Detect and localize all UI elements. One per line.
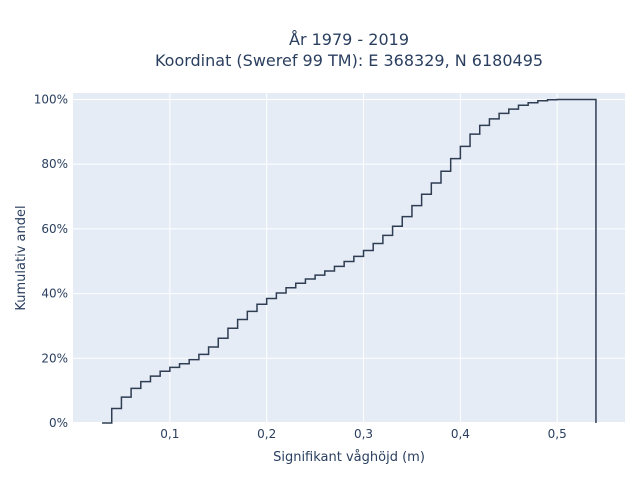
series-line bbox=[102, 98, 597, 424]
y-tick-label: 100% bbox=[34, 92, 68, 106]
plot-background bbox=[73, 93, 625, 423]
x-axis-ticks: 0,1 0,2 0,3 0,4 0,5 bbox=[160, 427, 566, 441]
x-tick-label: 0,2 bbox=[257, 427, 276, 441]
x-tick-label: 0,5 bbox=[548, 427, 567, 441]
x-tick-label: 0,4 bbox=[451, 427, 470, 441]
chart-title-line1: År 1979 - 2019 bbox=[289, 30, 409, 49]
y-tick-label: 40% bbox=[41, 287, 68, 301]
y-tick-label: 80% bbox=[41, 157, 68, 171]
chart-title-line2: Koordinat (Sweref 99 TM): E 368329, N 61… bbox=[155, 51, 543, 70]
grid bbox=[73, 93, 625, 424]
y-axis-ticks: 0% 20% 40% 60% 80% 100% bbox=[34, 92, 68, 430]
y-tick-label: 0% bbox=[49, 416, 68, 430]
y-tick-label: 60% bbox=[41, 222, 68, 236]
y-axis-title: Kumulativ andel bbox=[14, 205, 29, 310]
y-tick-label: 20% bbox=[41, 351, 68, 365]
x-tick-label: 0,1 bbox=[160, 427, 179, 441]
x-axis-title: Signifikant våghöjd (m) bbox=[273, 450, 425, 465]
x-tick-label: 0,3 bbox=[354, 427, 373, 441]
